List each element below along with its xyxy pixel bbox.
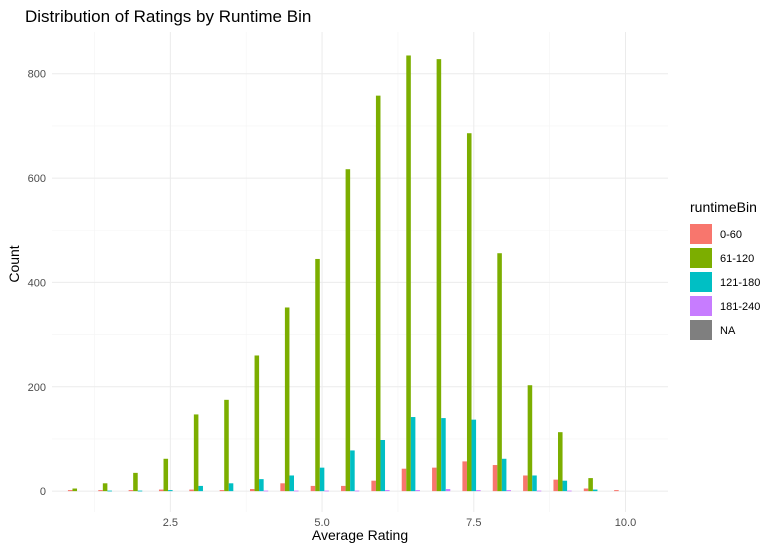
bar-0-60-9 — [341, 485, 346, 492]
bar-61-120-6 — [254, 355, 260, 492]
bar-61-120-9 — [345, 169, 351, 492]
legend-label-121-180: 121-180 — [720, 277, 760, 289]
bar-181-240-14 — [506, 490, 511, 492]
bar-181-240-9 — [354, 490, 360, 492]
bar-0-60-18 — [614, 490, 619, 492]
bar-121-180-13 — [471, 419, 477, 492]
legend-title: runtimeBin — [690, 199, 757, 215]
legend-key-61-120 — [690, 248, 712, 268]
bar-0-60-0 — [67, 490, 73, 492]
legend-key-121-180 — [690, 272, 712, 292]
bar-61-120-14 — [497, 253, 502, 492]
bar-61-120-15 — [527, 385, 533, 492]
bar-181-240-8 — [324, 490, 329, 492]
chart-title: Distribution of Ratings by Runtime Bin — [25, 7, 311, 26]
legend-label-0-60: 0-60 — [720, 229, 742, 241]
bar-0-60-17 — [583, 488, 589, 492]
bar-61-120-5 — [224, 399, 229, 492]
legend-key-181-240 — [690, 296, 712, 316]
x-axis-title: Average Rating — [312, 527, 408, 543]
bar-0-60-2 — [128, 490, 134, 492]
bar-0-60-6 — [250, 489, 255, 492]
bar-121-180-7 — [289, 475, 294, 492]
bar-121-180-11 — [410, 417, 416, 492]
y-tick-label: 0 — [40, 486, 46, 498]
legend-key-na — [690, 320, 712, 340]
x-tick-label: 7.5 — [466, 517, 481, 529]
bar-0-60-5 — [219, 490, 225, 492]
x-tick-label: 2.5 — [163, 517, 178, 529]
bar-121-180-8 — [319, 467, 325, 492]
bar-61-120-1 — [102, 483, 108, 492]
bar-61-120-11 — [406, 55, 411, 492]
bar-61-120-16 — [558, 432, 563, 492]
y-tick-label: 400 — [28, 277, 46, 289]
bar-61-120-3 — [163, 458, 169, 492]
bar-181-240-16 — [567, 490, 572, 492]
legend-items: 0-60 61-120 121-180 181-240 NA — [690, 224, 760, 340]
legend-key-0-60 — [690, 224, 712, 244]
bar-121-180-15 — [532, 475, 537, 492]
bar-61-120-17 — [588, 478, 593, 492]
bar-181-240-15 — [536, 490, 542, 492]
bar-0-60-12 — [432, 467, 437, 492]
bar-61-120-2 — [133, 472, 138, 492]
bar-121-180-2 — [137, 490, 143, 492]
legend: runtimeBin 0-60 61-120 121-180 181-240 NA — [690, 199, 760, 340]
grid-lines — [52, 32, 668, 512]
bar-61-120-0 — [72, 488, 78, 492]
bar-61-120-10 — [375, 95, 381, 492]
bar-121-180-9 — [350, 450, 355, 492]
y-axis-title: Count — [6, 245, 22, 282]
bar-181-240-7 — [294, 490, 299, 492]
legend-label-61-120: 61-120 — [720, 253, 754, 265]
legend-label-na: NA — [720, 325, 736, 337]
bar-121-180-17 — [592, 489, 598, 492]
bar-61-120-7 — [284, 307, 290, 492]
y-tick-label: 200 — [28, 382, 46, 394]
bar-61-120-4 — [193, 414, 199, 492]
bar-0-60-13 — [462, 461, 467, 492]
x-tick-labels: 2.5 5.0 7.5 10.0 — [163, 517, 637, 529]
bar-0-60-1 — [98, 490, 103, 492]
bar-0-60-4 — [189, 489, 194, 492]
bar-121-180-10 — [380, 440, 386, 492]
legend-label-181-240: 181-240 — [720, 301, 760, 313]
bar-0-60-15 — [523, 475, 528, 492]
bar-0-60-7 — [280, 483, 285, 492]
bar-61-120-13 — [466, 133, 472, 492]
bar-121-180-14 — [501, 458, 507, 492]
bar-181-240-11 — [415, 490, 420, 492]
y-tick-label: 800 — [28, 69, 46, 81]
bar-181-240-10 — [385, 490, 390, 492]
y-tick-label: 600 — [28, 173, 46, 185]
bar-0-60-8 — [310, 485, 316, 492]
x-tick-label: 10.0 — [615, 517, 636, 529]
bar-121-180-3 — [168, 490, 173, 492]
bar-0-60-3 — [158, 489, 164, 492]
x-tick-label: 5.0 — [314, 517, 329, 529]
bar-121-180-16 — [562, 480, 568, 492]
bar-181-240-13 — [476, 490, 481, 492]
bar-0-60-10 — [371, 480, 376, 492]
bar-0-60-14 — [492, 465, 498, 492]
bar-121-180-4 — [198, 485, 203, 492]
bar-121-180-1 — [107, 490, 112, 492]
y-tick-labels: 0 200 400 600 800 — [28, 69, 46, 498]
bar-121-180-6 — [259, 479, 264, 492]
bar-0-60-16 — [553, 479, 558, 492]
bar-0-60-11 — [401, 468, 407, 492]
bar-121-180-5 — [228, 483, 234, 492]
bars-group — [67, 55, 619, 492]
bar-121-180-12 — [441, 418, 446, 492]
bar-61-120-12 — [436, 59, 442, 492]
bar-61-120-8 — [315, 258, 320, 492]
bar-181-240-12 — [445, 489, 451, 492]
bar-181-240-6 — [263, 490, 269, 492]
